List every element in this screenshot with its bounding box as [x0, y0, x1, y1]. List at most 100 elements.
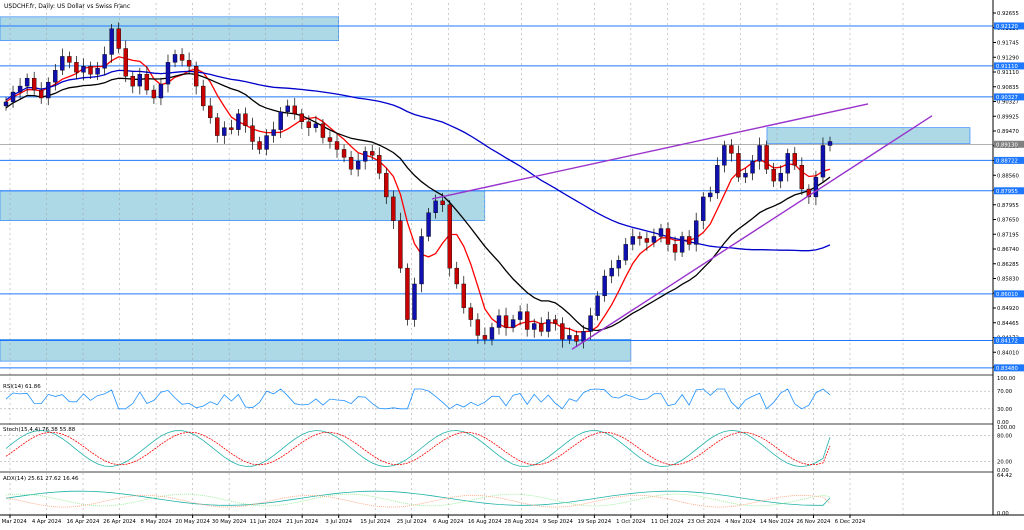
- indicator-axis-label: 64.42: [997, 473, 1012, 479]
- candle-body: [130, 76, 135, 87]
- candle: [264, 129, 269, 156]
- candle: [778, 165, 783, 189]
- date-tick-label: 1 Oct 2024: [616, 519, 646, 525]
- candle-body: [215, 117, 220, 136]
- indicator-axis-label: 0.00: [997, 511, 1009, 517]
- date-tick-label: 26 Apr 2024: [103, 519, 136, 525]
- date-tick-label: 8 May 2024: [141, 519, 173, 525]
- candle-body: [574, 335, 579, 342]
- trend-channel[interactable]: [431, 103, 933, 350]
- candle-body: [285, 105, 290, 113]
- candle: [447, 200, 452, 277]
- candle-body: [461, 283, 466, 308]
- moving-averages: [5, 56, 831, 333]
- candle: [102, 46, 107, 76]
- candle-body: [623, 244, 628, 261]
- candle-body: [722, 145, 727, 166]
- candle-body: [74, 62, 79, 73]
- indicator-panels: 100.0070.0030.000.00100.0080.0020.000.00…: [0, 376, 1016, 517]
- candle: [271, 121, 276, 143]
- candle: [616, 255, 621, 277]
- candle: [370, 145, 375, 161]
- candle-body: [799, 165, 805, 190]
- date-tick-label: 6 Dec 2024: [835, 519, 866, 525]
- candle-body: [644, 238, 650, 243]
- candle-body: [327, 137, 333, 142]
- candle: [827, 136, 833, 152]
- horizontal-levels: [0, 25, 993, 369]
- candle-body: [264, 135, 269, 150]
- candle: [468, 302, 474, 327]
- candle-body: [771, 169, 776, 182]
- candle: [546, 311, 551, 338]
- indicator-axis-label: 0.00: [997, 420, 1009, 426]
- level-price-label: 0.84172: [996, 338, 1018, 344]
- minus-di-line: [5, 494, 831, 508]
- candle-body: [334, 141, 340, 150]
- candle: [708, 186, 713, 202]
- candle-body: [778, 172, 783, 182]
- price-tick-label: 0.88560: [997, 173, 1020, 179]
- candle: [524, 303, 530, 337]
- date-tick-label: 16 Aug 2024: [468, 519, 503, 525]
- candle-body: [271, 129, 276, 136]
- candle-body: [306, 121, 312, 128]
- adx-line: [5, 490, 831, 506]
- candle: [341, 144, 347, 163]
- candle: [820, 137, 826, 182]
- price-tick-label: 0.87195: [997, 232, 1019, 238]
- candle: [158, 77, 164, 106]
- indicator-axis-label: 100.00: [997, 376, 1016, 382]
- candle-body: [433, 200, 438, 213]
- candle-body: [405, 267, 410, 320]
- candle-body: [412, 283, 417, 320]
- candle-body: [165, 62, 171, 85]
- price-tick-label: 0.84920: [997, 306, 1020, 312]
- candle-body: [532, 323, 537, 330]
- candle-body: [567, 335, 572, 340]
- price-tick-label: 0.86740: [997, 247, 1020, 253]
- candle: [208, 97, 213, 124]
- candle-body: [736, 153, 741, 178]
- candle-body: [158, 83, 164, 99]
- candle: [672, 236, 678, 261]
- candle: [151, 85, 157, 104]
- candle: [651, 228, 657, 248]
- price-tick-label: 0.87955: [997, 203, 1019, 209]
- date-tick-label: 21 Jun 2024: [286, 519, 318, 525]
- candle-body: [24, 77, 30, 87]
- date-tick-label: 4 Nov 2024: [725, 519, 756, 525]
- candle: [574, 330, 579, 348]
- candle-body: [355, 161, 361, 170]
- support-resistance-zones: [0, 16, 971, 362]
- candle-body: [67, 56, 72, 63]
- candle-body: [743, 172, 748, 178]
- candles: [3, 22, 833, 349]
- candle-body: [320, 123, 326, 138]
- candle: [482, 327, 488, 345]
- candle: [602, 269, 607, 302]
- candle: [609, 260, 614, 284]
- candle: [144, 66, 150, 95]
- candle: [229, 119, 234, 135]
- candle-body: [503, 315, 509, 328]
- date-tick-label: 11 Jun 2024: [250, 519, 282, 525]
- candle: [813, 170, 819, 206]
- candle: [461, 276, 466, 314]
- candle-body: [729, 145, 734, 154]
- candle-body: [806, 188, 812, 198]
- candle-body: [468, 307, 474, 320]
- candle-body: [250, 125, 255, 142]
- candle-body: [102, 54, 107, 69]
- current-price-badge: [994, 140, 1024, 148]
- candle: [46, 77, 51, 106]
- date-tick-label: 20 May 2024: [175, 519, 210, 525]
- candle: [215, 113, 220, 143]
- candle: [320, 118, 326, 144]
- candle-body: [299, 113, 304, 122]
- candle: [757, 137, 762, 170]
- candle-body: [560, 323, 565, 340]
- candle-body: [602, 275, 607, 297]
